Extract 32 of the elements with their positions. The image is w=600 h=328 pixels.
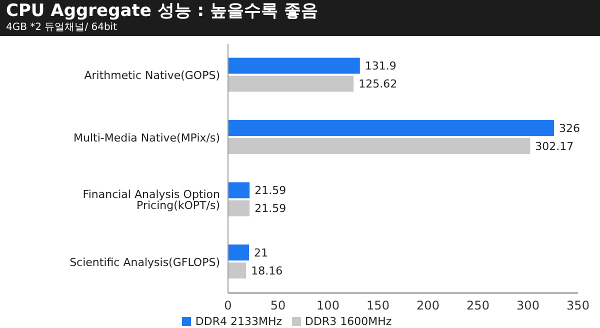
chart-title: CPU Aggregate 성능 : 높을수록 좋음: [6, 1, 319, 21]
data-label: 21: [254, 246, 268, 260]
bar: [228, 138, 530, 154]
x-tick-label: 200: [416, 298, 440, 313]
bar: [228, 120, 554, 136]
bar: [228, 244, 249, 260]
bar: [228, 262, 246, 278]
bar: [228, 200, 250, 216]
bar: [228, 76, 354, 92]
x-tick-label: 100: [316, 298, 340, 313]
x-tick-label: 50: [270, 298, 286, 313]
data-label: 326: [559, 122, 580, 135]
legend-label: DDR3 1600MHz: [305, 315, 392, 328]
data-label: 125.62: [358, 78, 398, 91]
y-tick-label: Scientific Analysis(GFLOPS): [70, 256, 220, 269]
bar: [228, 182, 250, 198]
y-tick-label: Financial Analysis Option Pricing(kOPT/s): [82, 188, 220, 212]
x-tick-label: 250: [466, 298, 490, 313]
data-label: 131.9: [364, 60, 396, 73]
data-label: 21.59: [254, 184, 286, 198]
data-label: 302.17: [535, 140, 574, 153]
data-label: 18.16: [251, 264, 283, 278]
x-tick-label: 300: [516, 298, 540, 313]
x-tick-label: 350: [566, 298, 590, 313]
text: 4GB *2 듀얼채널/ 64bit: [6, 21, 118, 34]
legend-label: DDR4 2133MHz: [195, 315, 282, 328]
y-tick-label: Multi-Media Native(MPix/s): [74, 131, 220, 144]
data-label: 21.59: [254, 202, 286, 216]
x-tick-label: 150: [366, 298, 390, 313]
x-tick-label: 0: [224, 298, 232, 313]
bar: [228, 58, 360, 74]
y-tick-label: Arithmetic Native(GOPS): [84, 69, 220, 82]
